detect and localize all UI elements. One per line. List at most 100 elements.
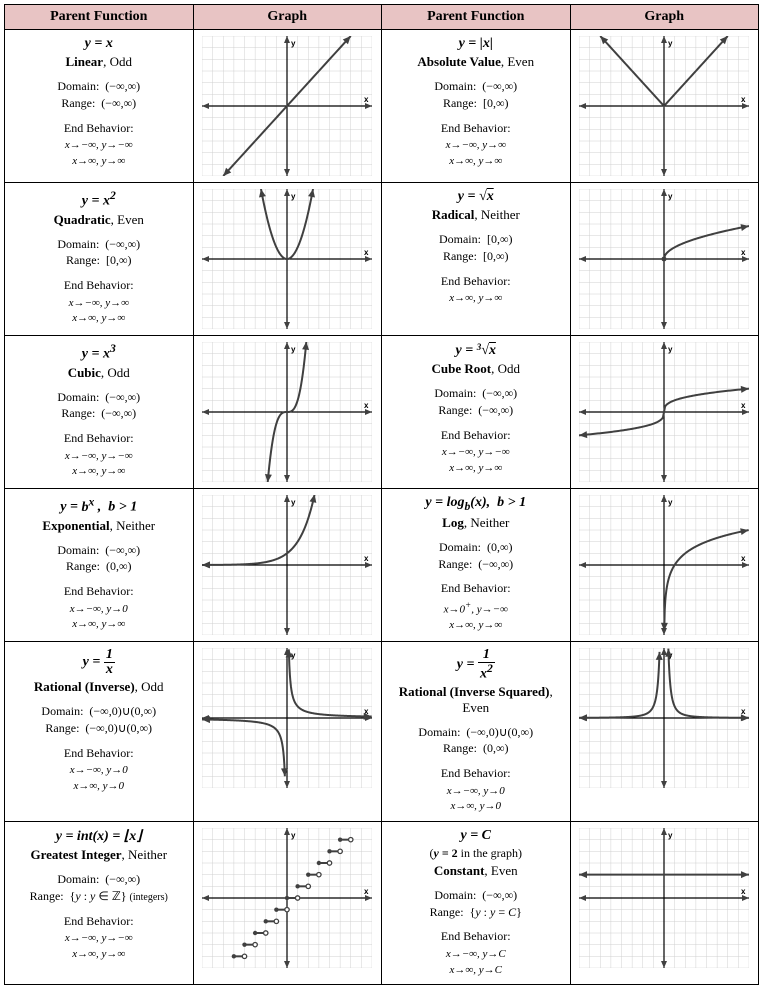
function-row: y = int(x) = ⌊x⌋ Greatest Integer, Neithe… [5, 821, 759, 984]
info-cell-recipsq: y = 1x2Rational (Inverse Squared), EvenD… [382, 642, 571, 822]
graph-cell-abs: xy [570, 30, 759, 183]
info-cell-log: y = logb(x), b > 1Log, NeitherDomain: (0… [382, 489, 571, 642]
header-graph-1: Graph [193, 5, 382, 30]
graph-cell-radical: xy [570, 183, 759, 336]
domain-range: Domain: (−∞,0)∪(0,∞)Range: (0,∞) [390, 724, 562, 758]
graph-cell-exp: xy [193, 489, 382, 642]
equation: y = |x| [390, 36, 562, 52]
svg-text:y: y [668, 498, 673, 507]
function-name-line: Cube Root, Odd [390, 361, 562, 377]
graph-recip: xy [202, 648, 372, 788]
domain-range: Domain: (−∞,0)∪(0,∞)Range: (−∞,0)∪(0,∞) [13, 703, 185, 737]
graph-cell-quadratic: xy [193, 183, 382, 336]
graph-cubic: xy [202, 342, 372, 482]
info-cell-floor: y = int(x) = ⌊x⌋ Greatest Integer, Neithe… [5, 821, 194, 984]
function-name-line: Greatest Integer, Neither [13, 847, 185, 863]
info-cell-cubic: y = x3 Cubic, Odd Domain: (−∞,∞)Range: (−∞… [5, 336, 194, 489]
function-name-line: Absolute Value, Even [390, 54, 562, 70]
equation: y = logb(x), b > 1 [390, 495, 562, 513]
svg-text:x: x [741, 401, 746, 410]
svg-text:y: y [291, 39, 296, 48]
svg-text:x: x [741, 707, 746, 716]
graph-exp: xy [202, 495, 372, 635]
graph-linear: xy [202, 36, 372, 176]
svg-text:y: y [668, 345, 673, 354]
domain-range: Domain: (−∞,∞)Range: (0,∞) [13, 542, 185, 576]
domain-range: Domain: (−∞,∞)Range: {y : y ∈ ℤ} (intege… [13, 871, 185, 905]
equation: y = C [390, 828, 562, 844]
domain-range: Domain: (−∞,∞)Range: {y : y = C} [390, 887, 562, 921]
svg-text:y: y [291, 345, 296, 354]
header-graph-2: Graph [570, 5, 759, 30]
graph-cell-recipsq: xy [570, 642, 759, 822]
graph-cell-constant: xy [570, 821, 759, 984]
svg-text:x: x [364, 554, 369, 563]
domain-range: Domain: (−∞,∞)Range: [0,∞) [390, 78, 562, 112]
end-behavior: End Behavior:x→−∞, y→−∞x→∞, y→∞ [13, 430, 185, 480]
function-row: y = bx , b > 1 Exponential, Neither Domain… [5, 489, 759, 642]
end-behavior: End Behavior:x→−∞, y→0x→∞, y→0 [390, 765, 562, 815]
equation: y = x3 [13, 342, 185, 363]
graph-cell-recip: xy [193, 642, 382, 822]
graph-cell-log: xy [570, 489, 759, 642]
info-cell-recip: y = 1xRational (Inverse), OddDomain: (−∞… [5, 642, 194, 822]
graph-abs: xy [579, 36, 749, 176]
info-cell-abs: y = |x| Absolute Value, Even Domain: (−∞,∞… [382, 30, 571, 183]
function-name-line: Log, Neither [390, 515, 562, 531]
svg-text:x: x [364, 95, 369, 104]
equation-note: (y = 2 in the graph) [390, 846, 562, 861]
equation: y = int(x) = ⌊x⌋ [13, 828, 185, 845]
function-name-line: Constant, Even [390, 863, 562, 879]
svg-text:y: y [668, 192, 673, 201]
header-parent-1: Parent Function [5, 5, 194, 30]
svg-text:y: y [291, 831, 296, 840]
domain-range: Domain: (−∞,∞)Range: (−∞,∞) [13, 389, 185, 423]
graph-cell-floor: xy [193, 821, 382, 984]
svg-text:x: x [741, 95, 746, 104]
graph-cuberoot: xy [579, 342, 749, 482]
header-parent-2: Parent Function [382, 5, 571, 30]
parent-functions-table: Parent Function Graph Parent Function Gr… [4, 4, 759, 985]
end-behavior: End Behavior:x→∞, y→∞ [390, 273, 562, 307]
svg-text:x: x [741, 554, 746, 563]
function-name-line: Radical, Neither [390, 207, 562, 223]
svg-text:y: y [291, 498, 296, 507]
svg-text:y: y [291, 192, 296, 201]
domain-range: Domain: (−∞,∞)Range: (−∞,∞) [13, 78, 185, 112]
graph-floor: xy [202, 828, 372, 968]
function-row: y = x2Quadratic, EvenDomain: (−∞,∞)Range… [5, 183, 759, 336]
svg-text:y: y [668, 39, 673, 48]
domain-range: Domain: [0,∞)Range: [0,∞) [390, 231, 562, 265]
graph-constant: xy [579, 828, 749, 968]
function-name-line: Exponential, Neither [13, 518, 185, 534]
end-behavior: End Behavior:x→−∞, y→−∞x→∞, y→∞ [13, 120, 185, 170]
equation: y = x2 [13, 189, 185, 210]
svg-text:y: y [291, 651, 296, 660]
equation: y = 1x2 [390, 648, 562, 682]
graph-radical: xy [579, 189, 749, 329]
domain-range: Domain: (−∞,∞)Range: [0,∞) [13, 236, 185, 270]
graph-quadratic: xy [202, 189, 372, 329]
info-cell-cuberoot: y = 3√x Cube Root, Odd Domain: (−∞,∞)Range… [382, 336, 571, 489]
svg-text:x: x [741, 248, 746, 257]
equation: y = 3√x [390, 342, 562, 359]
function-name-line: Cubic, Odd [13, 365, 185, 381]
domain-range: Domain: (−∞,∞)Range: (−∞,∞) [390, 385, 562, 419]
svg-text:x: x [364, 248, 369, 257]
end-behavior: End Behavior:x→−∞, y→−∞x→∞, y→∞ [13, 913, 185, 963]
svg-text:x: x [741, 887, 746, 896]
function-row: y = 1xRational (Inverse), OddDomain: (−∞… [5, 642, 759, 822]
equation: y = bx , b > 1 [13, 495, 185, 516]
graph-cell-cubic: xy [193, 336, 382, 489]
info-cell-radical: y = √xRadical, NeitherDomain: [0,∞)Range… [382, 183, 571, 336]
info-cell-constant: y = C (y = 2 in the graph) Constant, Even D… [382, 821, 571, 984]
svg-text:x: x [364, 401, 369, 410]
end-behavior: End Behavior:x→−∞, y→0x→∞, y→∞ [13, 583, 185, 633]
equation: y = 1x [13, 648, 185, 677]
info-cell-quadratic: y = x2Quadratic, EvenDomain: (−∞,∞)Range… [5, 183, 194, 336]
function-name-line: Linear, Odd [13, 54, 185, 70]
function-row: y = x3 Cubic, Odd Domain: (−∞,∞)Range: (−∞… [5, 336, 759, 489]
end-behavior: End Behavior:x→−∞, y→∞x→∞, y→∞ [13, 277, 185, 327]
graph-cell-linear: xy [193, 30, 382, 183]
end-behavior: End Behavior:x→0+, y→−∞x→∞, y→∞ [390, 580, 562, 633]
